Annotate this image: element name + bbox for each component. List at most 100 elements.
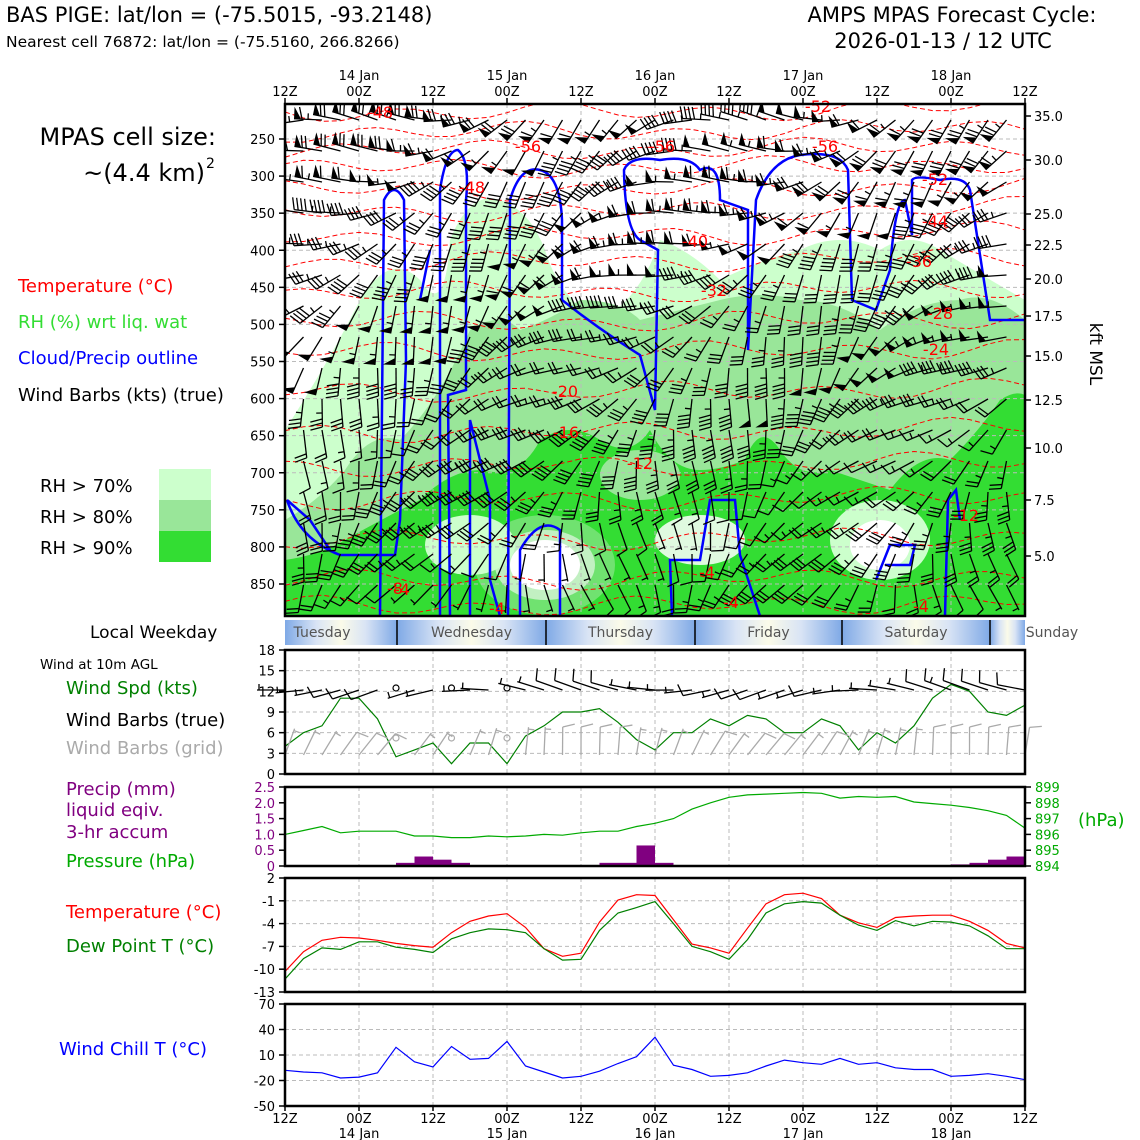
upper-wind-barb-feather bbox=[947, 133, 960, 138]
upper-wind-barb bbox=[411, 367, 416, 396]
upper-wind-barb-half bbox=[654, 342, 660, 348]
upper-wind-barb-feather bbox=[483, 577, 497, 581]
upper-wind-barb-feather bbox=[646, 488, 659, 494]
upper-wind-barb-feather bbox=[351, 207, 359, 219]
upper-wind-barb-feather bbox=[874, 268, 887, 272]
upper-wind-barb-feather bbox=[647, 301, 655, 313]
upper-wind-barb-feather bbox=[314, 515, 326, 522]
upper-wind-barb bbox=[950, 553, 958, 582]
upper-wind-barb-feather bbox=[935, 546, 949, 550]
upper-wind-barb-feather bbox=[366, 426, 380, 432]
upper-wind-barb-feather bbox=[443, 491, 453, 502]
upper-wind-barb-feather bbox=[898, 573, 911, 576]
upper-wind-barb-half bbox=[675, 547, 682, 551]
upper-wind-barb bbox=[809, 398, 823, 425]
upper-wind-barb-feather bbox=[607, 414, 620, 422]
upper-wind-barb-flag bbox=[341, 357, 355, 365]
upper-wind-barb-flag bbox=[486, 263, 501, 271]
upper-wind-barb-feather bbox=[680, 581, 693, 586]
upper-wind-barb bbox=[817, 336, 823, 365]
upper-wind-barb-feather bbox=[941, 479, 954, 485]
upper-wind-barb-flag bbox=[350, 132, 358, 146]
upper-wind-barb-flag bbox=[386, 139, 394, 152]
upper-wind-barb-feather bbox=[462, 528, 474, 537]
upper-wind-barb-feather bbox=[874, 573, 887, 577]
weekday-segment bbox=[397, 620, 546, 645]
upper-wind-barb-feather bbox=[753, 535, 766, 544]
upper-wind-barb-feather bbox=[625, 298, 632, 311]
upper-wind-barb-feather bbox=[289, 315, 301, 324]
upper-wind-barb-feather bbox=[456, 533, 468, 542]
upper-wind-barb-feather bbox=[597, 295, 603, 308]
upper-wind-barb-feather bbox=[316, 315, 329, 322]
upper-wind-barb-feather bbox=[310, 550, 323, 555]
upper-wind-barb-flag bbox=[349, 169, 357, 182]
wind-chill-tick-label: -50 bbox=[254, 1100, 275, 1115]
legend-precip-3: 3-hr accum bbox=[66, 822, 168, 843]
upper-wind-barb-half bbox=[329, 309, 335, 315]
upper-wind-barb-feather bbox=[834, 607, 847, 611]
upper-wind-barb-feather bbox=[499, 542, 512, 548]
upper-wind-barb-feather bbox=[524, 223, 537, 228]
upper-wind-barb-feather bbox=[541, 165, 554, 170]
upper-wind-barb-flag bbox=[772, 179, 784, 192]
upper-wind-barb-flag bbox=[591, 134, 605, 142]
upper-wind-barb-feather bbox=[922, 230, 935, 237]
upper-wind-barb-feather bbox=[484, 340, 496, 349]
upper-wind-barb-feather bbox=[577, 480, 591, 484]
upper-wind-barb bbox=[516, 398, 545, 408]
upper-wind-barb-half bbox=[439, 183, 445, 190]
pressure-tick-label: 500 bbox=[250, 318, 275, 333]
upper-wind-barb-feather bbox=[639, 449, 653, 452]
upper-wind-barb-flag bbox=[883, 341, 897, 352]
upper-wind-barb-half bbox=[958, 125, 965, 130]
upper-wind-barb-half bbox=[920, 364, 924, 371]
upper-wind-barb-feather bbox=[944, 219, 956, 228]
upper-wind-barb-feather bbox=[446, 192, 459, 199]
upper-wind-barb-feather bbox=[711, 549, 724, 552]
upper-wind-barb-half bbox=[991, 155, 997, 161]
upper-wind-barb-half bbox=[530, 127, 537, 132]
upper-wind-barb-feather bbox=[285, 611, 299, 614]
temperature-contour bbox=[285, 279, 1025, 303]
upper-wind-barb-half bbox=[732, 208, 735, 215]
surface-wind-barb-feather bbox=[905, 669, 908, 682]
upper-wind-barb-feather bbox=[412, 259, 426, 263]
upper-wind-barb bbox=[295, 274, 323, 285]
upper-wind-barb-half bbox=[695, 205, 698, 212]
wind-speed-tick-label: 15 bbox=[258, 665, 275, 680]
upper-wind-barb-feather bbox=[731, 355, 744, 358]
pressure-tick-label: 750 bbox=[250, 504, 275, 519]
surface-wind-barb-grid-half bbox=[703, 731, 710, 735]
upper-wind-barb-feather bbox=[502, 205, 516, 209]
upper-wind-barb-half bbox=[972, 214, 977, 221]
temperature-contour-label: -32 bbox=[701, 281, 727, 300]
upper-wind-barb-flag bbox=[793, 104, 801, 118]
upper-wind-barb-flag bbox=[848, 378, 862, 388]
upper-wind-barb-feather bbox=[872, 577, 885, 581]
upper-wind-barb-half bbox=[471, 159, 477, 165]
upper-wind-barb-feather bbox=[644, 342, 655, 352]
upper-wind-barb bbox=[497, 243, 508, 271]
surface-temp-tick-label: -7 bbox=[262, 940, 275, 955]
upper-wind-barb-feather bbox=[539, 509, 552, 515]
upper-wind-barb-half bbox=[712, 315, 719, 321]
upper-wind-barb-feather bbox=[402, 473, 414, 482]
upper-wind-barb-half bbox=[491, 316, 498, 322]
surface-wind-barb-grid bbox=[635, 727, 642, 756]
upper-wind-barb-feather bbox=[325, 244, 334, 256]
upper-wind-barb-feather bbox=[880, 464, 890, 475]
upper-wind-barb-feather bbox=[783, 296, 797, 299]
upper-wind-barb bbox=[635, 584, 647, 612]
upper-wind-barb-half bbox=[458, 185, 465, 191]
surface-wind-barb-grid-half bbox=[429, 733, 436, 739]
upper-wind-barb bbox=[672, 553, 680, 582]
upper-wind-barb-feather bbox=[729, 518, 742, 521]
upper-wind-barb-half bbox=[792, 248, 799, 254]
upper-wind-barb-feather bbox=[366, 387, 379, 393]
upper-wind-barb bbox=[722, 522, 730, 551]
legend-wind-barbs: Wind Barbs (kts) (true) bbox=[18, 385, 224, 406]
upper-wind-barb bbox=[480, 584, 490, 613]
upper-wind-barb-feather bbox=[787, 333, 800, 337]
upper-wind-barb-flag bbox=[959, 191, 973, 201]
